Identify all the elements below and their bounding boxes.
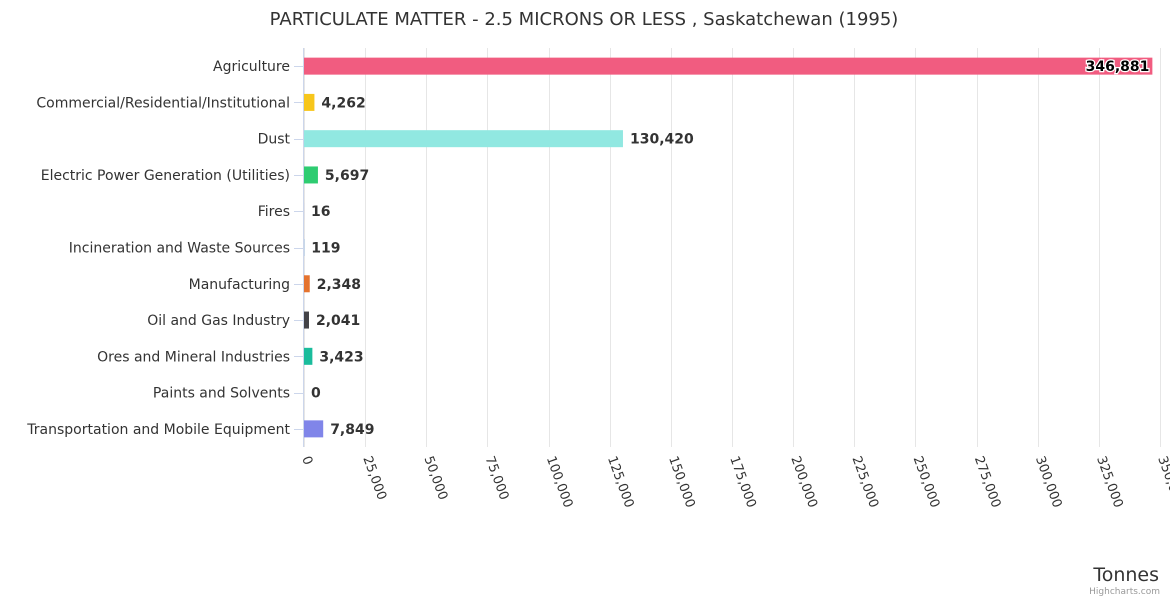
data-label: 346,881	[1086, 59, 1150, 75]
x-tick-label: 250,000	[910, 454, 942, 510]
category-label: Commercial/Residential/Institutional	[36, 95, 290, 111]
bar[interactable]	[304, 93, 315, 111]
x-tick-label: 0	[298, 454, 315, 467]
x-tick-label: 75,000	[482, 454, 512, 502]
x-tick-label: 350,000	[1154, 454, 1170, 510]
data-label: 4,262	[321, 95, 365, 111]
x-tick-label: 225,000	[849, 454, 881, 510]
category-labels: Agriculture Commercial/Residential/Instit…	[26, 59, 290, 438]
x-axis-ticks: 0 25,000 50,000 75,000 100,000 125,000 150,000…	[298, 454, 1170, 510]
x-tick-label: 125,000	[604, 454, 636, 510]
category-label: Dust	[258, 132, 291, 148]
data-label: 16	[311, 204, 330, 220]
x-tick-label: 150,000	[665, 454, 697, 510]
bar[interactable]	[304, 130, 623, 148]
x-tick-label: 200,000	[787, 454, 819, 510]
x-tick-label: 325,000	[1093, 454, 1125, 510]
gridlines	[294, 48, 1161, 447]
chart-title: PARTICULATE MATTER - 2.5 MICRONS OR LESS…	[270, 9, 899, 30]
x-tick-label: 100,000	[543, 454, 575, 510]
x-axis-title: Tonnes	[1092, 564, 1159, 586]
bar[interactable]	[304, 166, 318, 184]
data-label: 3,423	[319, 349, 363, 365]
bar-series	[304, 57, 1153, 438]
x-tick-label: 275,000	[971, 454, 1003, 510]
x-tick-label: 25,000	[359, 454, 389, 502]
category-label: Paints and Solvents	[153, 386, 290, 402]
bar[interactable]	[304, 275, 310, 293]
data-label: 7,849	[330, 422, 374, 438]
data-label: 2,348	[317, 277, 361, 293]
x-tick-label: 175,000	[726, 454, 758, 510]
bar[interactable]	[304, 420, 324, 438]
data-label: 2,041	[316, 313, 360, 329]
category-label: Incineration and Waste Sources	[69, 241, 290, 257]
category-label: Manufacturing	[189, 277, 290, 293]
credits-link[interactable]: Highcharts.com	[1089, 587, 1160, 597]
bar[interactable]	[304, 311, 309, 329]
data-labels: 346,881 4,262 130,420 5,697 16 119 2,348 2,041 3…	[311, 58, 1151, 438]
data-label: 130,420	[630, 132, 694, 148]
data-label: 119	[311, 241, 340, 257]
data-label: 0	[311, 386, 321, 402]
bar[interactable]	[304, 57, 1153, 75]
category-label: Oil and Gas Industry	[147, 313, 290, 329]
category-label: Agriculture	[213, 59, 290, 75]
data-label: 5,697	[325, 168, 369, 184]
category-label: Transportation and Mobile Equipment	[26, 422, 290, 438]
bar[interactable]	[304, 347, 313, 365]
category-label: Fires	[258, 204, 290, 220]
category-label: Ores and Mineral Industries	[97, 349, 290, 365]
x-tick-label: 50,000	[421, 454, 451, 502]
x-tick-label: 300,000	[1032, 454, 1064, 510]
category-label: Electric Power Generation (Utilities)	[41, 168, 290, 184]
